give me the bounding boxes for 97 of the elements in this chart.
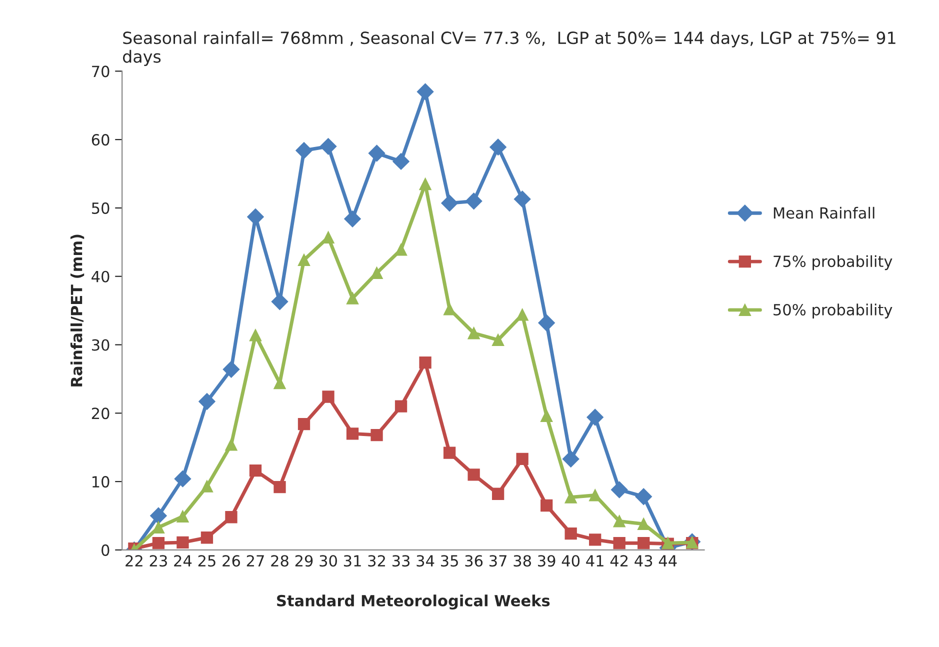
- point: [564, 491, 577, 504]
- x-tick-label: 40: [562, 555, 580, 567]
- point: [419, 356, 432, 369]
- point: [322, 231, 334, 244]
- x-tick-label: 37: [490, 555, 506, 567]
- x-tick-label: 27: [246, 555, 264, 566]
- point: [200, 480, 214, 492]
- y-tick-label: 20: [92, 408, 110, 420]
- point: [465, 192, 482, 210]
- point: [298, 418, 310, 430]
- point: [370, 266, 383, 280]
- point: [271, 293, 288, 310]
- point: [274, 376, 286, 390]
- point: [540, 499, 553, 512]
- point: [247, 208, 264, 226]
- point: [150, 507, 167, 524]
- x-tick-label: 32: [368, 555, 385, 567]
- point: [416, 83, 434, 100]
- x-tick-label: 33: [392, 555, 410, 567]
- x-tick-label: 29: [295, 555, 313, 567]
- point: [296, 142, 312, 159]
- x-tick-label: 36: [465, 555, 483, 567]
- point: [419, 178, 432, 190]
- point: [589, 489, 602, 502]
- point: [638, 518, 650, 530]
- x-tick-label: 35: [440, 555, 458, 567]
- x-tick-label: 25: [198, 555, 216, 567]
- legend-label: 50% probability: [774, 304, 892, 318]
- point: [516, 308, 528, 321]
- point: [490, 138, 506, 156]
- x-tick-label: 42: [610, 555, 628, 566]
- point: [274, 480, 286, 494]
- point: [322, 390, 334, 403]
- point: [540, 410, 553, 422]
- point: [320, 138, 337, 155]
- y-tick-label: 60: [92, 134, 110, 146]
- point: [200, 532, 214, 544]
- legend-label: Mean Rainfall: [774, 206, 874, 219]
- x-tick-label: 43: [634, 555, 652, 567]
- point: [249, 464, 262, 477]
- x-tick-label: 31: [344, 555, 361, 567]
- x-tick-label: 34: [416, 555, 434, 567]
- y-tick-label: 30: [92, 339, 110, 351]
- point: [468, 327, 480, 340]
- point: [516, 452, 528, 466]
- point: [610, 481, 628, 498]
- point: [492, 488, 504, 500]
- point: [392, 153, 410, 170]
- y-tick-label: 40: [92, 270, 110, 282]
- point: [394, 400, 408, 412]
- point: [176, 510, 189, 523]
- point: [174, 470, 192, 488]
- x-tick-label: 26: [222, 555, 240, 567]
- x-tick-label: 23: [150, 555, 167, 567]
- point: [370, 428, 383, 442]
- point: [346, 428, 359, 440]
- point: [344, 210, 361, 228]
- y-tick-label: 0: [102, 544, 110, 556]
- chart-title: Seasonal rainfall= 768mm , Seasonal CV= 77.3 %, LGP at 50%= 144 days, LGP at 75%= 91 days: [122, 31, 896, 66]
- x-tick-label: 22: [126, 555, 142, 566]
- x-axis-title: Standard Meteorological Weeks: [277, 594, 550, 610]
- y-tick-label: 50: [92, 202, 110, 214]
- point: [562, 450, 580, 468]
- point: [222, 361, 240, 378]
- point: [586, 408, 604, 426]
- point: [564, 527, 577, 540]
- x-tick-label: 44: [658, 555, 677, 566]
- point: [346, 292, 359, 304]
- point: [298, 254, 310, 266]
- point: [249, 329, 262, 342]
- point: [613, 515, 626, 528]
- point: [638, 537, 650, 550]
- point: [514, 190, 531, 208]
- point: [152, 537, 165, 550]
- x-tick-label: 24: [174, 555, 192, 566]
- point: [225, 438, 238, 451]
- y-axis-title: Rainfall/PET (mm): [70, 234, 84, 386]
- y-tick-label: 70: [92, 66, 110, 78]
- point: [443, 446, 456, 459]
- point: [589, 534, 602, 546]
- x-tick-label: 39: [538, 555, 556, 567]
- point: [176, 536, 189, 548]
- point: [441, 194, 458, 212]
- x-tick-label: 30: [320, 555, 337, 567]
- point: [613, 537, 626, 550]
- legend-label: 75% probability: [774, 255, 892, 270]
- point: [225, 511, 238, 524]
- point: [492, 334, 504, 346]
- point: [368, 144, 386, 162]
- point: [538, 314, 555, 332]
- y-tick-label: 10: [92, 476, 110, 488]
- x-tick-label: 28: [271, 555, 288, 567]
- point: [635, 488, 652, 505]
- x-tick-label: 41: [586, 555, 604, 566]
- point: [198, 393, 216, 410]
- x-tick-label: 38: [514, 555, 531, 567]
- point: [468, 468, 480, 481]
